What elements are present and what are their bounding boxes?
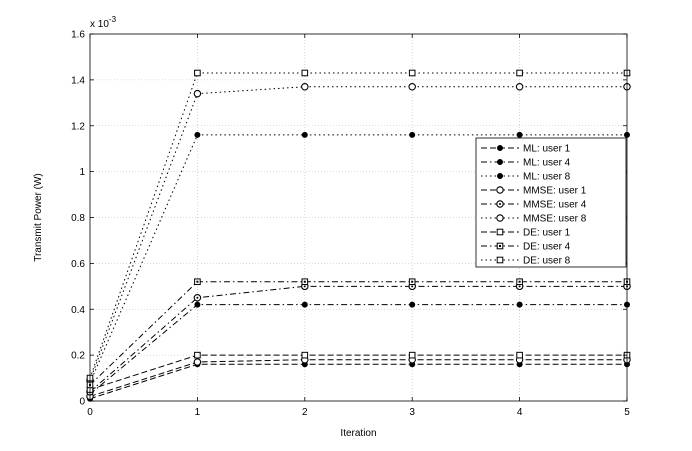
y-exponent-base: x 10 xyxy=(90,19,109,30)
data-point xyxy=(516,131,523,138)
data-point xyxy=(515,83,524,91)
legend-label: DE: user 8 xyxy=(523,256,571,267)
legend-item: ML: user 8 xyxy=(481,172,571,183)
data-point xyxy=(408,83,416,91)
legend-item: MMSE: user 8 xyxy=(481,214,587,225)
legend-marker xyxy=(496,144,503,151)
series-line xyxy=(89,304,627,395)
y-exponent-label: x 10-3 xyxy=(90,15,117,30)
legend-item: DE: user 4 xyxy=(481,242,571,253)
legend-marker xyxy=(496,256,504,264)
legend-marker xyxy=(496,172,503,179)
legend: ML: user 1 ML: user 4 ML: user 8 MMSE: user… xyxy=(475,137,627,268)
legend-marker xyxy=(496,242,504,250)
x-tick-label: 2 xyxy=(302,407,308,418)
y-tick-label: 0.8 xyxy=(71,213,85,224)
series-line xyxy=(89,134,627,383)
legend-label: ML: user 4 xyxy=(523,158,571,169)
data-point xyxy=(408,69,416,77)
y-tick-label: 1.6 xyxy=(71,30,85,41)
legend-marker xyxy=(496,186,504,194)
legend-item: ML: user 4 xyxy=(481,158,571,169)
legend-marker xyxy=(496,158,503,165)
legend-label: DE: user 4 xyxy=(523,242,571,253)
axis-ticks: 0 1 2 3 4 5 0 0.2 0.4 0.6 0.8 1 1.2 1.4 1.6 xyxy=(71,30,630,419)
legend-label: DE: user 1 xyxy=(523,228,571,239)
legend-label: ML: user 8 xyxy=(523,172,571,183)
data-point xyxy=(194,301,201,308)
legend-item: ML: user 1 xyxy=(481,144,571,155)
y-axis-label: Transmit Power (W) xyxy=(33,173,44,262)
y-tick-label: 1 xyxy=(79,167,85,178)
y-tick-label: 1.4 xyxy=(71,75,85,86)
series-line xyxy=(89,363,627,400)
data-point xyxy=(193,89,202,98)
legend-label: MMSE: user 4 xyxy=(523,200,587,211)
data-point xyxy=(194,351,201,359)
data-point xyxy=(194,131,201,138)
data-point xyxy=(408,351,416,359)
legend-item: DE: user 8 xyxy=(481,256,571,267)
data-point xyxy=(301,131,308,138)
legend-marker xyxy=(496,228,504,236)
data-point xyxy=(301,83,309,91)
legend-item: DE: user 1 xyxy=(481,228,571,239)
y-tick-label: 0.4 xyxy=(71,305,85,316)
series-line xyxy=(89,354,627,391)
data-point xyxy=(301,351,309,359)
data-point xyxy=(516,351,523,359)
y-tick-label: 0.6 xyxy=(71,259,85,270)
data-point xyxy=(409,131,416,138)
data-point xyxy=(516,301,523,308)
y-tick-label: 0 xyxy=(79,397,85,408)
y-tick-label: 1.2 xyxy=(71,121,85,132)
data-point xyxy=(301,69,309,77)
data-point xyxy=(516,278,523,286)
data-point xyxy=(301,301,308,308)
legend-item: MMSE: user 4 xyxy=(481,200,587,211)
data-point xyxy=(193,358,202,366)
x-tick-label: 5 xyxy=(624,407,630,418)
series-line xyxy=(89,281,627,386)
legend-label: ML: user 1 xyxy=(523,144,571,155)
legend-item: MMSE: user 1 xyxy=(481,186,587,197)
legend-marker xyxy=(496,200,504,208)
legend-marker xyxy=(496,214,504,222)
y-exponent-power: -3 xyxy=(109,15,117,24)
x-axis-label: Iteration xyxy=(340,428,376,439)
x-tick-label: 1 xyxy=(195,407,201,418)
y-tick-label: 0.2 xyxy=(71,351,85,362)
data-point xyxy=(408,278,416,286)
x-tick-label: 0 xyxy=(87,407,93,418)
legend-label: MMSE: user 1 xyxy=(523,186,587,197)
data-point xyxy=(516,69,523,77)
data-point xyxy=(194,69,201,77)
x-tick-label: 4 xyxy=(517,407,523,418)
data-point xyxy=(301,278,309,286)
series-line xyxy=(89,359,627,397)
data-point xyxy=(194,278,201,286)
legend-label: MMSE: user 8 xyxy=(523,214,587,225)
data-point xyxy=(193,294,202,302)
x-tick-label: 3 xyxy=(409,407,415,418)
data-point xyxy=(409,301,416,308)
